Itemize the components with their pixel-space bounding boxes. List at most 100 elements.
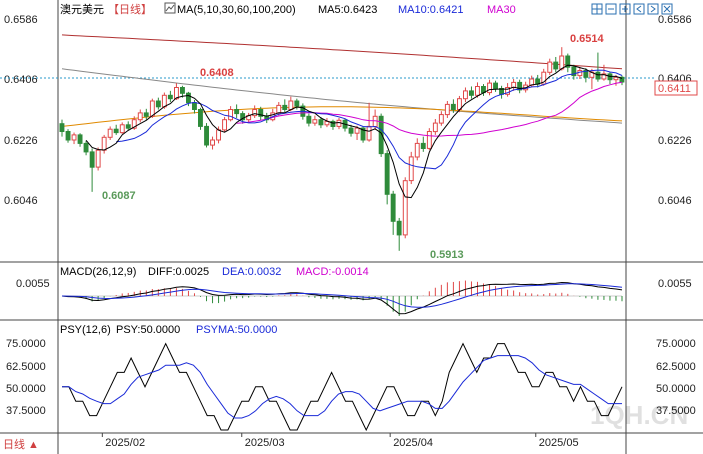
candle-body — [306, 115, 312, 124]
candle-body — [107, 128, 113, 138]
candle-body — [282, 104, 288, 111]
zoom-out-icon[interactable] — [605, 3, 617, 15]
psy-tick-left-3: 37.5000 — [6, 405, 46, 417]
candle-body — [595, 71, 601, 80]
price-tick-right-3: 0.6046 — [658, 195, 692, 207]
candle-body — [420, 142, 426, 149]
psy-line — [62, 342, 623, 432]
candle-body — [583, 70, 589, 78]
psy-tick-left-0: 75.0000 — [6, 338, 46, 350]
candle-body — [234, 109, 240, 115]
macd-dea-line — [61, 283, 623, 308]
psy-tick-right-2: 50.0000 — [656, 383, 696, 395]
symbol-title: 澳元美元 — [60, 3, 104, 16]
price-tick-left-0: 0.6586 — [4, 14, 38, 26]
candle-body — [312, 119, 318, 124]
candle-body — [174, 87, 179, 100]
ma30-line — [236, 81, 623, 137]
candle-body — [517, 81, 523, 91]
ma200-line — [61, 34, 623, 70]
annotation-high-top: 0.6514 — [570, 33, 605, 45]
candle-body — [378, 115, 384, 155]
candle-body — [396, 220, 402, 236]
candle-body — [330, 120, 336, 128]
price-tick-left-3: 0.6046 — [4, 195, 38, 207]
candle-body — [408, 156, 414, 182]
period-tag: 【日线】 — [108, 2, 152, 16]
macd-tick-left: 0.0055 — [16, 278, 50, 290]
candle-body — [222, 119, 228, 131]
psy-tick-left-2: 50.0000 — [6, 383, 46, 395]
candle-body — [426, 131, 432, 149]
candle-body — [475, 86, 480, 96]
ma30-label: MA30 — [487, 4, 516, 16]
candle-body — [95, 149, 101, 168]
current-price-box — [654, 80, 698, 96]
candle-body — [252, 109, 258, 117]
grid-icon[interactable] — [591, 3, 603, 15]
watermark: 1QH.CN — [590, 400, 688, 430]
toolbar — [591, 3, 673, 15]
annotation-low-bottom: 0.5913 — [430, 249, 464, 261]
psy-label: PSY(12,6) — [60, 324, 111, 336]
candle-body — [77, 134, 83, 144]
period-button[interactable]: 日线 ▲ — [3, 437, 39, 451]
candle-body — [565, 55, 571, 68]
candle-body — [119, 124, 125, 134]
x-axis-label: 2025/03 — [245, 437, 285, 449]
candle-body — [402, 180, 408, 236]
candle-body — [444, 103, 450, 116]
ma-settings-icon[interactable] — [164, 2, 176, 14]
candle-body — [125, 124, 131, 129]
candle-body — [180, 87, 185, 94]
candle-body — [143, 112, 149, 117]
candle-body — [131, 119, 137, 129]
macd-label: MACD(26,12,9) — [60, 266, 136, 278]
candle-body — [210, 139, 216, 146]
candle-body — [101, 136, 107, 151]
candle-body — [71, 134, 77, 141]
candle-body — [186, 92, 191, 104]
macd-dea-label: DEA:0.0032 — [222, 266, 281, 278]
candle-body — [204, 125, 210, 146]
candle-body — [463, 90, 468, 100]
candle-body — [384, 153, 390, 195]
candle-body — [59, 123, 65, 132]
x-axis-label: 2025/02 — [105, 437, 145, 449]
candle-body — [83, 142, 89, 153]
ma60-line — [61, 106, 623, 127]
candle-body — [432, 122, 438, 133]
annotation-low-left: 0.6087 — [102, 190, 136, 202]
price-tick-left-2: 0.6226 — [4, 135, 38, 147]
candle-body — [469, 90, 474, 96]
candle-body — [390, 193, 396, 222]
arrow-right-icon[interactable] — [647, 3, 659, 15]
price-tick-left-1: 0.6406 — [4, 74, 38, 86]
macd-value-label: MACD:-0.0014 — [296, 266, 369, 278]
candle-body — [547, 61, 553, 73]
candle-body — [571, 66, 577, 77]
ma5-line — [85, 64, 623, 199]
x-axis-label: 2025/05 — [539, 437, 579, 449]
candle-body — [167, 94, 173, 100]
candle-body — [161, 94, 167, 108]
short-moving-averages — [85, 64, 623, 199]
candle-body — [198, 109, 203, 127]
zoom-in-icon[interactable] — [619, 3, 631, 15]
macd-diff-line — [61, 281, 623, 315]
annotation-high-left: 0.6408 — [200, 67, 234, 79]
candle-body — [228, 109, 234, 121]
candle-body — [414, 142, 420, 158]
candle-body — [113, 128, 119, 134]
candle-body — [288, 100, 294, 110]
candle-body — [450, 103, 456, 111]
psy-value-label: PSY:50.0000 — [116, 324, 180, 336]
candle-body — [192, 102, 197, 110]
arrow-left-icon[interactable] — [633, 3, 645, 15]
candle-body — [155, 100, 161, 108]
psy-tick-right-0: 75.0000 — [656, 338, 696, 350]
current-price-label: 0.6411 — [658, 83, 691, 95]
close-icon[interactable] — [661, 3, 673, 15]
candle-body — [348, 127, 354, 134]
candle-body — [89, 151, 95, 168]
